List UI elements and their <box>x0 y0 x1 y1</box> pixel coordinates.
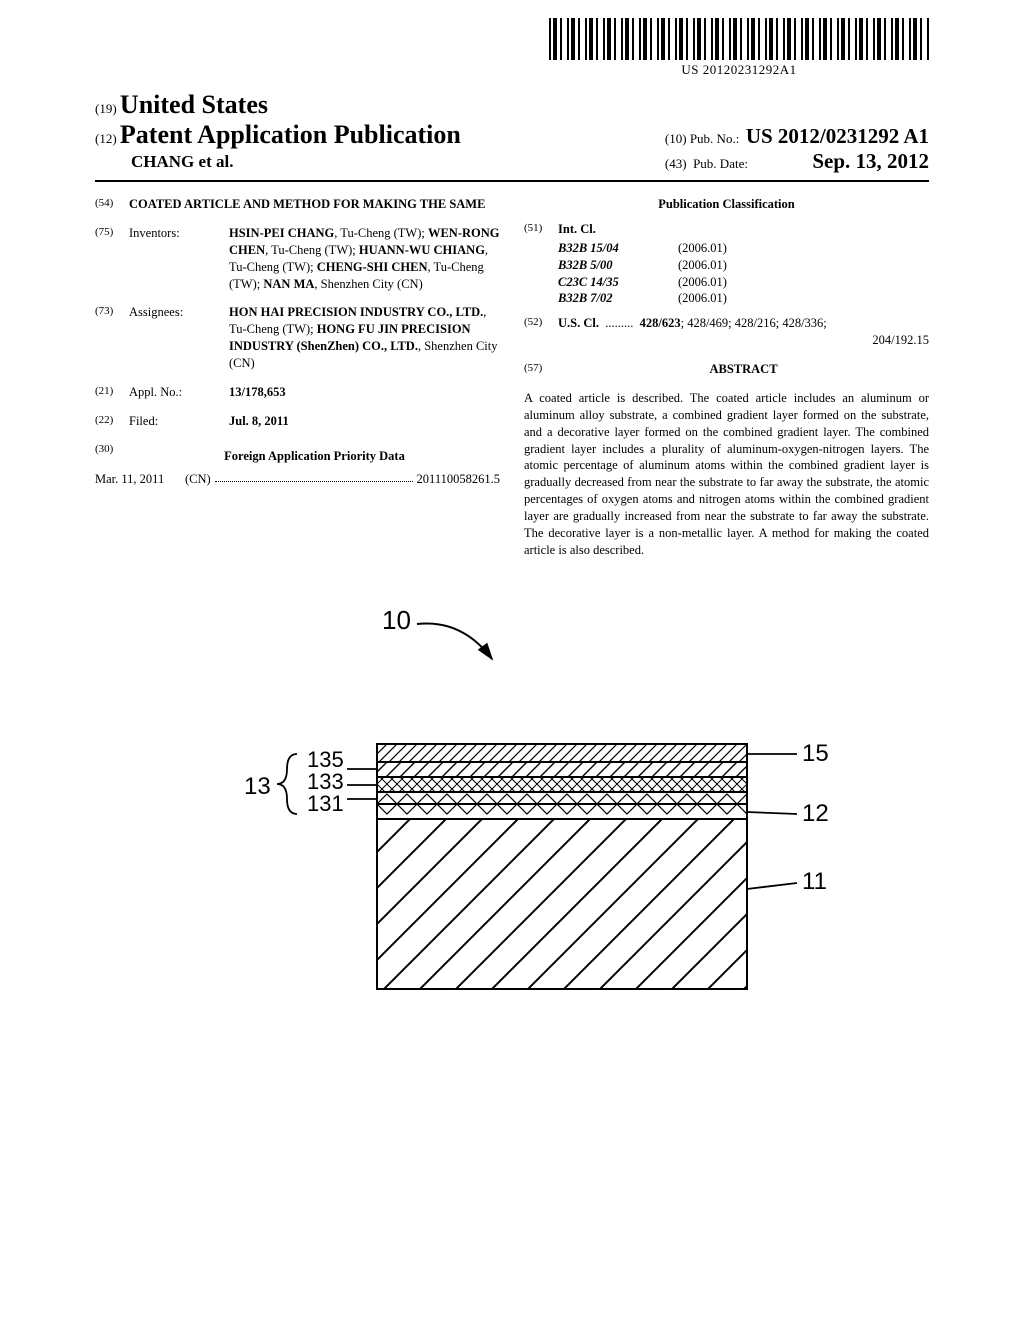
f30-title: Foreign Application Priority Data <box>129 448 500 465</box>
intcl-code-2: C23C 14/35 <box>558 274 678 291</box>
intcl-row-3: B32B 7/02 (2006.01) <box>558 290 929 307</box>
inv3: HUANN-WU CHIANG <box>359 243 485 257</box>
f22-label: Filed: <box>129 413 229 430</box>
pubdate-label: Pub. Date: <box>693 156 748 171</box>
f52-first: 428/623 <box>640 316 681 330</box>
figure-svg: 10 15 12 11 <box>162 599 862 1039</box>
f30-num: (30) <box>95 442 129 471</box>
f51-label: Int. Cl. <box>558 222 596 236</box>
pubno-label: Pub. No.: <box>690 131 739 147</box>
ref-13: 13 <box>244 773 271 800</box>
pubdate-num: (43) <box>665 156 687 171</box>
intcl-ver-3: (2006.01) <box>678 290 727 307</box>
intcl-code-3: B32B 7/02 <box>558 290 678 307</box>
abstract-text: A coated article is described. The coate… <box>524 390 929 559</box>
pubtype: Patent Application Publication <box>120 120 461 149</box>
figure: 10 15 12 11 <box>95 599 929 1039</box>
f75-body: HSIN-PEI CHANG, Tu-Cheng (TW); WEN-RONG … <box>229 225 500 293</box>
f57-title: ABSTRACT <box>558 361 929 378</box>
f75-label: Inventors: <box>129 225 229 293</box>
pubtype-num: (12) <box>95 131 117 146</box>
field-22: (22) Filed: Jul. 8, 2011 <box>95 413 500 430</box>
field-51: (51) Int. Cl. <box>524 221 929 238</box>
f73-label: Assignees: <box>129 304 229 372</box>
f52-num: (52) <box>524 315 558 349</box>
f73-num: (73) <box>95 304 129 372</box>
field-75: (75) Inventors: HSIN-PEI CHANG, Tu-Cheng… <box>95 225 500 293</box>
country-name: United States <box>120 90 268 119</box>
intcl-ver-0: (2006.01) <box>678 240 727 257</box>
field-52: (52) U.S. Cl. ......... 428/623; 428/469… <box>524 315 929 349</box>
field-57: (57) ABSTRACT <box>524 361 929 386</box>
f52-label: U.S. Cl. <box>558 316 599 330</box>
field-54: (54) COATED ARTICLE AND METHOD FOR MAKIN… <box>95 196 500 213</box>
field-21: (21) Appl. No.: 13/178,653 <box>95 384 500 401</box>
f21-num: (21) <box>95 384 129 401</box>
pub-left: (12) Patent Application Publication CHAN… <box>95 120 461 172</box>
header: (19) United States (12) Patent Applicati… <box>95 90 929 182</box>
f51-num: (51) <box>524 221 558 238</box>
country-num: (19) <box>95 101 117 116</box>
priority-country: (CN) <box>185 471 211 488</box>
pub-row: (12) Patent Application Publication CHAN… <box>95 120 929 174</box>
columns: (54) COATED ARTICLE AND METHOD FOR MAKIN… <box>95 196 929 559</box>
inv5: NAN MA <box>263 277 314 291</box>
header-rule <box>95 180 929 182</box>
f57-num: (57) <box>524 361 558 386</box>
f21-label: Appl. No.: <box>129 384 229 401</box>
classification-title: Publication Classification <box>524 196 929 213</box>
intcl-code-0: B32B 15/04 <box>558 240 678 257</box>
intcl-table: B32B 15/04 (2006.01) B32B 5/00 (2006.01)… <box>558 240 929 308</box>
inv1: HSIN-PEI CHANG <box>229 226 334 240</box>
asg1: HON HAI PRECISION INDUSTRY CO., LTD. <box>229 305 483 319</box>
f22-body: Jul. 8, 2011 <box>229 414 289 428</box>
field-73: (73) Assignees: HON HAI PRECISION INDUST… <box>95 304 500 372</box>
inv4: CHENG-SHI CHEN <box>317 260 428 274</box>
barcode-graphic <box>549 18 929 60</box>
priority-appno: 201110058261.5 <box>417 471 500 488</box>
f21-body: 13/178,653 <box>229 385 286 399</box>
priority-row: Mar. 11, 2011 (CN) 201110058261.5 <box>95 471 500 488</box>
ref-11: 11 <box>802 868 827 895</box>
pubdate: Sep. 13, 2012 <box>812 149 929 174</box>
f54-title: COATED ARTICLE AND METHOD FOR MAKING THE… <box>129 196 500 213</box>
country-line: (19) United States <box>95 90 929 120</box>
authors: CHANG et al. <box>131 152 461 172</box>
f73-body: HON HAI PRECISION INDUSTRY CO., LTD., Tu… <box>229 304 500 372</box>
intcl-ver-2: (2006.01) <box>678 274 727 291</box>
pub-right: (10) Pub. No.: US 2012/0231292 A1 (43) P… <box>665 124 929 174</box>
f22-num: (22) <box>95 413 129 430</box>
f54-num: (54) <box>95 196 129 213</box>
ref-131: 131 <box>307 791 344 816</box>
asg2: HONG FU JIN PRECISION INDUSTRY (ShenZhen… <box>229 322 471 353</box>
pubno-num: (10) <box>665 131 687 147</box>
f75-num: (75) <box>95 225 129 293</box>
barcode-text: US 20120231292A1 <box>549 62 929 78</box>
left-column: (54) COATED ARTICLE AND METHOD FOR MAKIN… <box>95 196 500 559</box>
patent-page: US 20120231292A1 (19) United States (12)… <box>0 0 1024 1320</box>
intcl-row-1: B32B 5/00 (2006.01) <box>558 257 929 274</box>
dots <box>215 471 413 482</box>
ref-10: 10 <box>382 605 411 635</box>
field-30: (30) Foreign Application Priority Data M… <box>95 442 500 488</box>
intcl-row-2: C23C 14/35 (2006.01) <box>558 274 929 291</box>
ref-12: 12 <box>802 800 829 827</box>
ref-15: 15 <box>802 740 829 767</box>
right-column: Publication Classification (51) Int. Cl.… <box>524 196 929 559</box>
barcode-block: US 20120231292A1 <box>549 18 929 78</box>
intcl-code-1: B32B 5/00 <box>558 257 678 274</box>
pubno: US 2012/0231292 A1 <box>746 124 929 149</box>
intcl-ver-1: (2006.01) <box>678 257 727 274</box>
intcl-row-0: B32B 15/04 (2006.01) <box>558 240 929 257</box>
priority-date: Mar. 11, 2011 <box>95 471 185 488</box>
